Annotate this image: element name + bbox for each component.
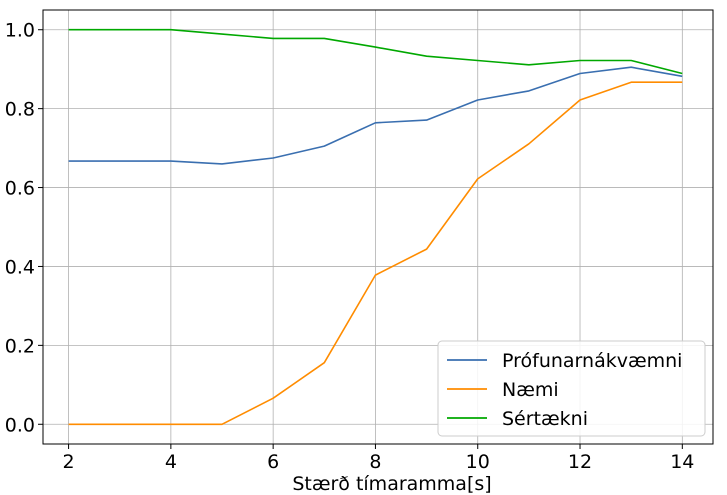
legend: Prófunarnákvæmni Næmi Sértækni <box>437 340 706 437</box>
x-tick-label: 6 <box>267 451 279 473</box>
y-tick-label: 1.0 <box>5 20 35 42</box>
series-lines <box>68 28 683 426</box>
legend-label: Næmi <box>502 379 559 401</box>
x-tick-label: 10 <box>466 451 490 473</box>
x-tick-label: 8 <box>369 451 381 473</box>
x-tick-label: 12 <box>568 451 592 473</box>
y-tick-label: 0.0 <box>5 414 35 436</box>
series-line-3 <box>68 28 683 75</box>
series-line-1 <box>68 66 683 165</box>
y-tick-label: 0.6 <box>5 178 35 200</box>
legend-label: Prófunarnákvæmni <box>502 350 682 372</box>
y-tick-label: 0.8 <box>5 99 35 121</box>
axis-ticks: 2 4 6 8 10 12 14 0.0 0.2 0.4 0.6 0.8 1.0 <box>5 20 695 473</box>
plot-frame <box>42 9 714 445</box>
x-tick-label: 14 <box>670 451 694 473</box>
series-line-2 <box>68 81 683 426</box>
x-axis-title: Stærð tímaramma[s] <box>292 473 491 495</box>
x-tick-label: 2 <box>63 451 75 473</box>
legend-box <box>437 340 706 437</box>
y-tick-label: 0.4 <box>5 256 35 278</box>
y-tick-label: 0.2 <box>5 335 35 357</box>
legend-label: Sértækni <box>502 408 588 430</box>
x-tick-label: 4 <box>165 451 177 473</box>
grid <box>43 10 713 444</box>
